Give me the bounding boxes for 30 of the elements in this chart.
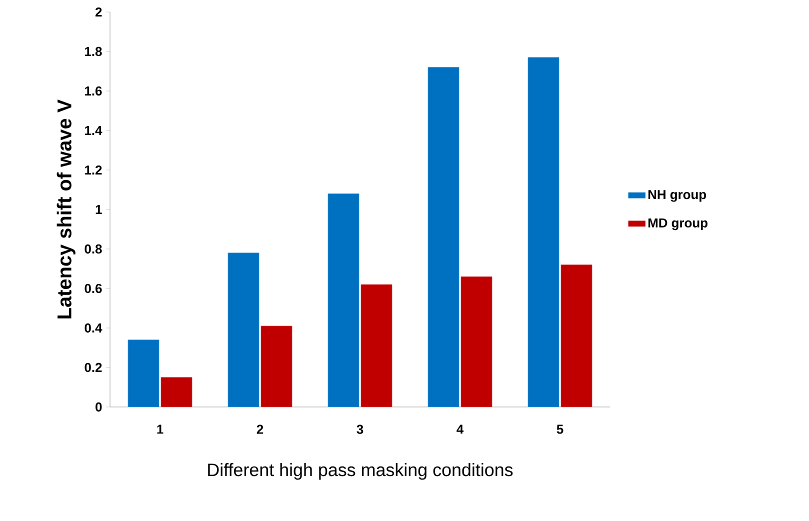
y-tick-label: 1.4 bbox=[85, 126, 102, 135]
bar bbox=[360, 284, 392, 407]
y-tick-label: 0.6 bbox=[84, 284, 102, 294]
bar bbox=[260, 326, 292, 407]
x-tick-label: 2 bbox=[256, 424, 264, 434]
x-tick-label: 4 bbox=[456, 424, 464, 434]
bar bbox=[560, 264, 592, 407]
bar bbox=[460, 276, 492, 407]
y-tick-label: 1 bbox=[96, 205, 102, 214]
y-tick-label: 0.2 bbox=[84, 362, 102, 372]
y-tick-label: 0.8 bbox=[84, 244, 102, 254]
bar bbox=[228, 252, 260, 407]
y-tick-label: 2 bbox=[95, 7, 102, 17]
y-tick-label: 0.4 bbox=[84, 323, 102, 333]
legend-label: NH group bbox=[648, 190, 706, 202]
y-tick-label: 1.6 bbox=[85, 86, 102, 96]
x-tick-label: 1 bbox=[157, 424, 164, 434]
x-tick-label: 3 bbox=[356, 424, 364, 434]
x-tick-label: 5 bbox=[556, 424, 564, 434]
bar bbox=[328, 193, 360, 407]
y-tick-label: 1.2 bbox=[85, 165, 102, 175]
legend-label: MD group bbox=[648, 218, 708, 230]
y-tick-label: 0 bbox=[96, 402, 102, 412]
y-axis-title: Latency shift of wave V bbox=[56, 99, 76, 318]
x-axis-title: Different high pass masking conditions bbox=[208, 463, 513, 480]
bar bbox=[428, 67, 460, 407]
bar bbox=[128, 340, 160, 407]
bar bbox=[528, 57, 560, 407]
bar bbox=[160, 377, 192, 407]
y-tick-label: 1.8 bbox=[85, 46, 102, 56]
